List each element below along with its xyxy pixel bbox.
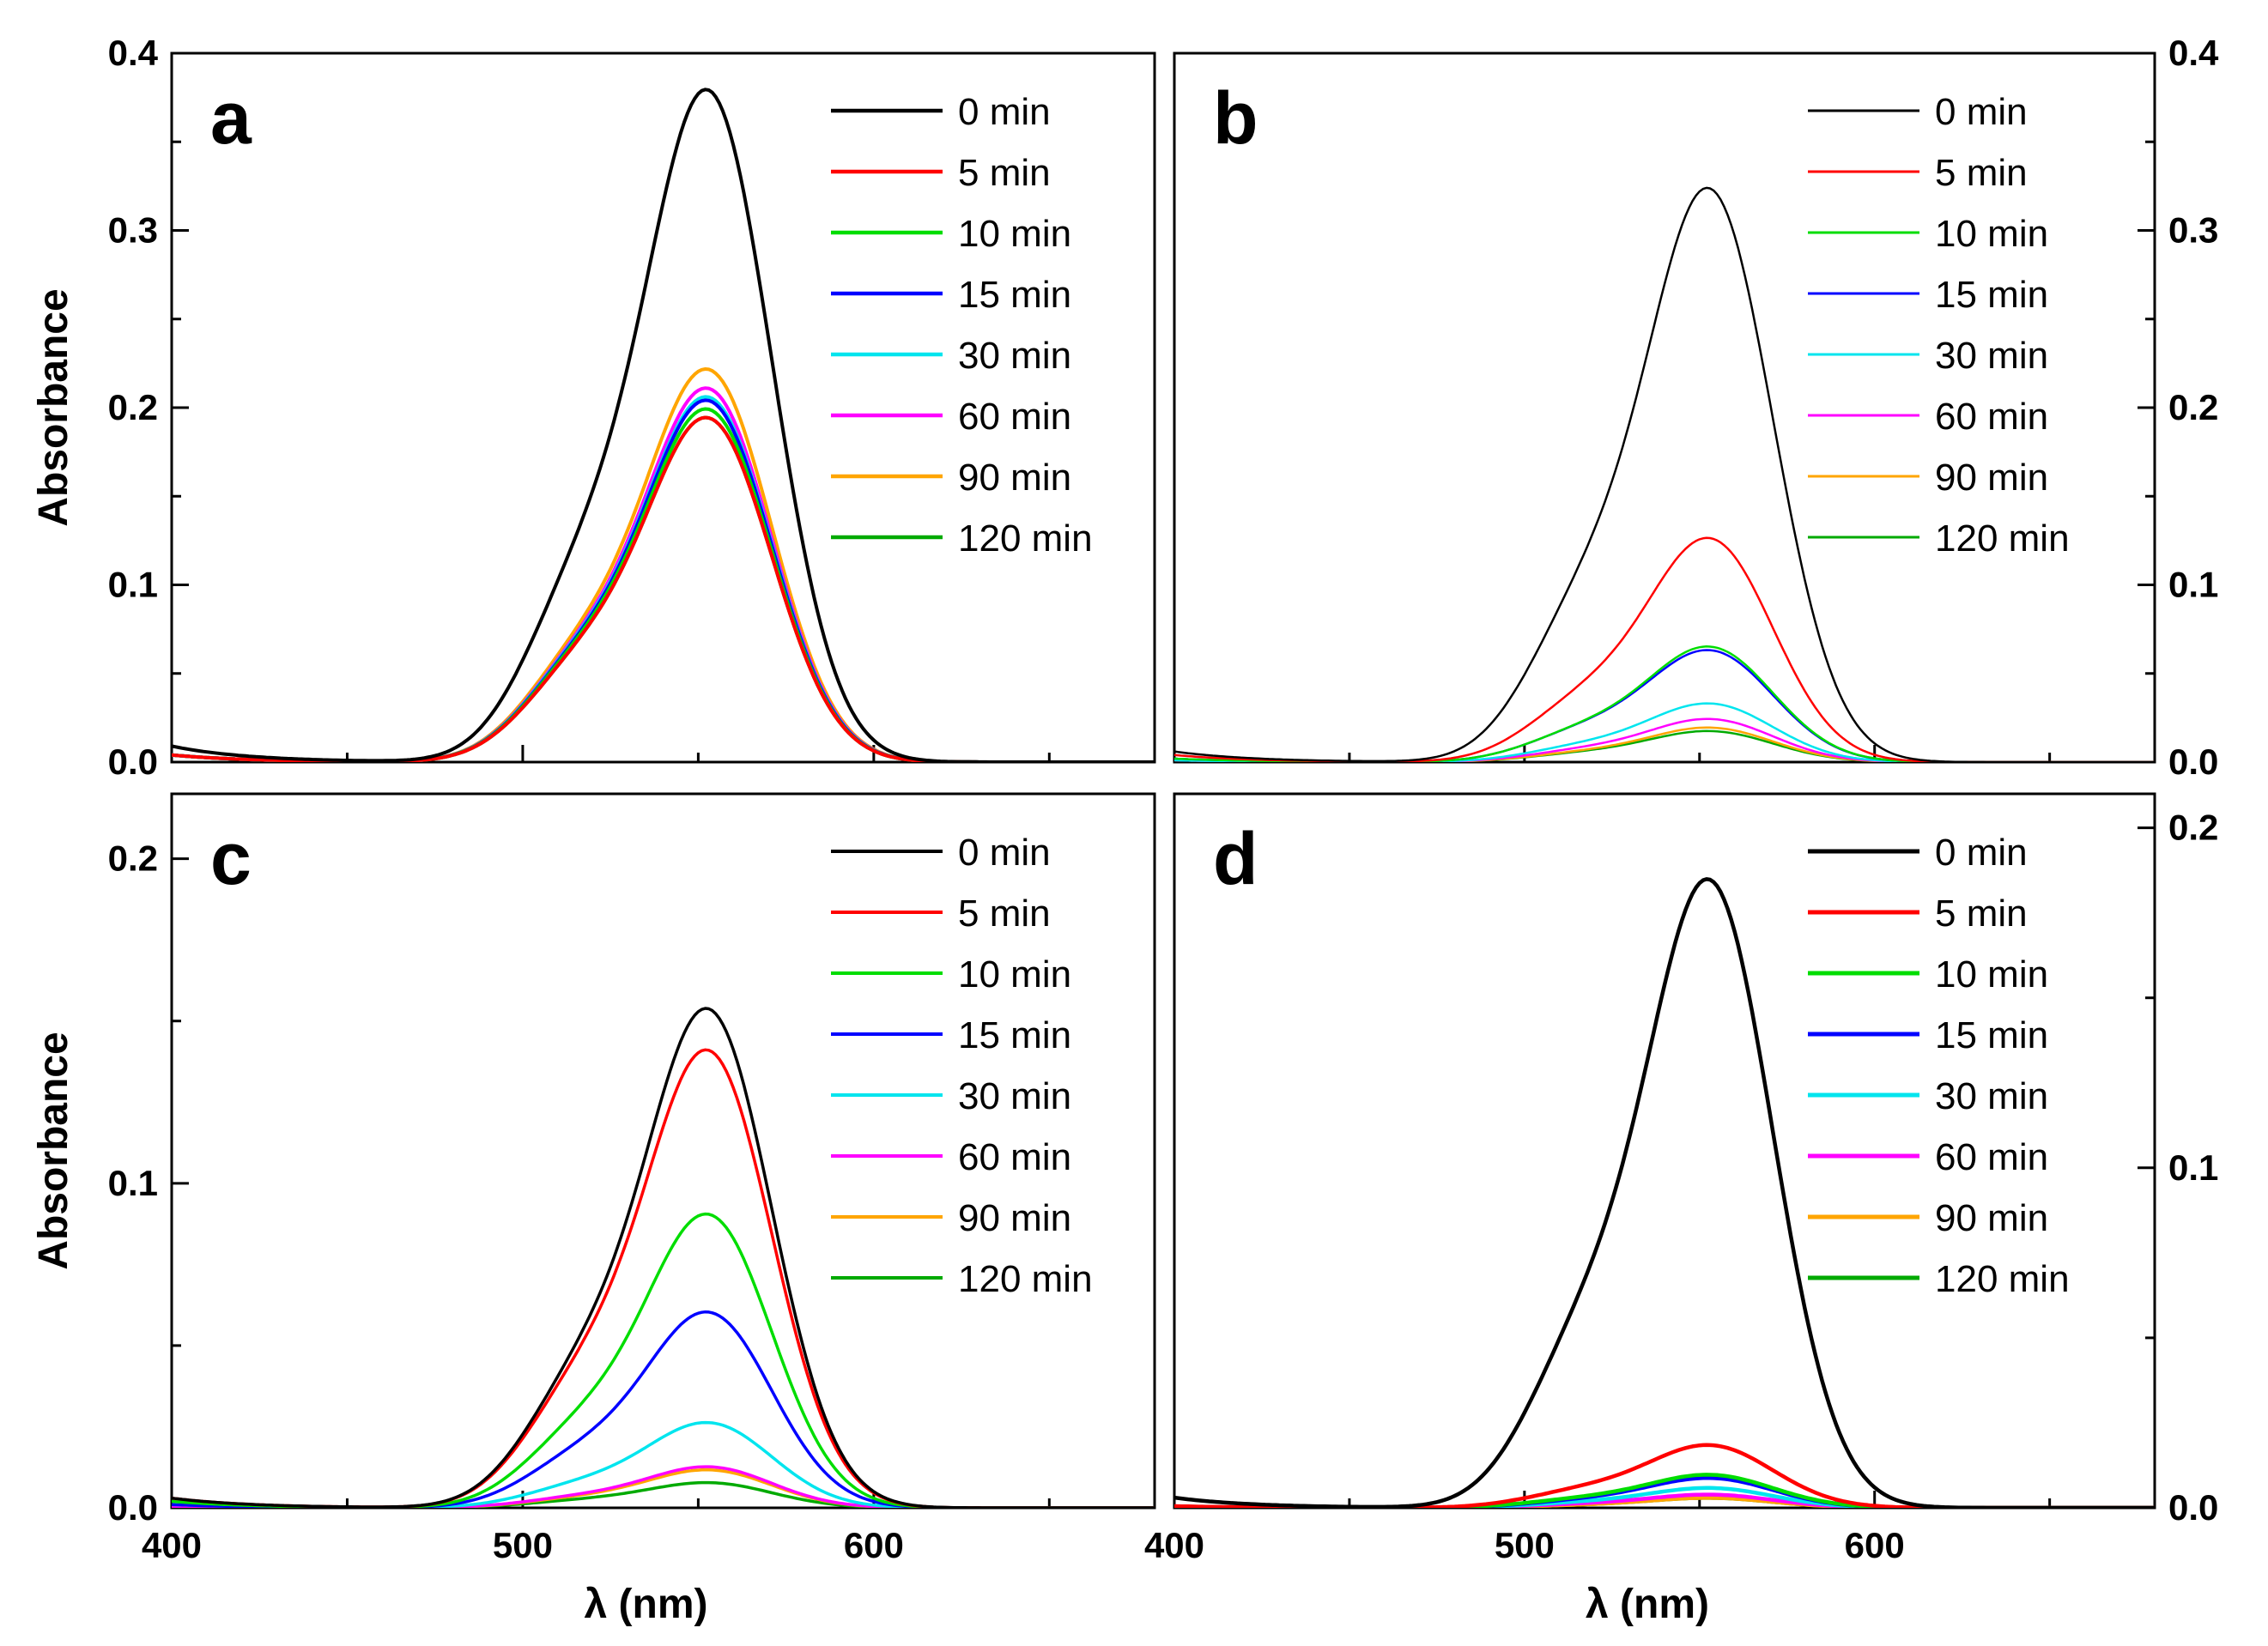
panel-letter: d xyxy=(1213,818,1258,900)
legend-label: 15 min xyxy=(1935,1014,2048,1056)
x-tick-label: 500 xyxy=(1495,1525,1555,1565)
y-axis-title: Absorbance xyxy=(31,1032,76,1269)
y-tick-label: 0.3 xyxy=(2168,210,2218,251)
y-tick-label: 0.0 xyxy=(108,741,158,782)
legend-label: 5 min xyxy=(958,152,1051,194)
panel-letter: c xyxy=(210,818,252,900)
x-tick-label: 400 xyxy=(142,1525,202,1565)
x-tick-label: 600 xyxy=(844,1525,904,1565)
panel-letter: b xyxy=(1213,77,1258,160)
plot-frame xyxy=(170,792,1156,1510)
legend-label: 90 min xyxy=(1935,1197,2048,1239)
x-tick-label: 600 xyxy=(1845,1525,1905,1565)
series-line-60-min xyxy=(1174,717,2155,762)
legend-label: 60 min xyxy=(958,396,1071,438)
series-line-0-min xyxy=(172,1007,1155,1508)
legend-label: 120 min xyxy=(1935,1258,2070,1300)
legend-label: 15 min xyxy=(1935,274,2048,316)
legend: 0 min 5 min 10 min 15 min 30 min 60 min 90 min… xyxy=(831,91,1093,560)
series-line-120-min xyxy=(1174,729,2155,762)
series-line-10-min xyxy=(1174,645,2155,762)
y-tick-label: 0.1 xyxy=(2168,1147,2218,1188)
legend-label: 30 min xyxy=(1935,1075,2048,1117)
panel-b: 0.0 0.1 0.2 0.3 0.4 b 0 min 5 min 10 min 15 min 30… xyxy=(1173,33,2219,782)
y-tick-label: 0.2 xyxy=(2168,808,2218,848)
y-tick-label: 0.0 xyxy=(2168,1487,2218,1528)
legend-label: 0 min xyxy=(1935,91,2028,133)
legend-label: 10 min xyxy=(1935,953,2048,995)
legend-label: 60 min xyxy=(1935,396,2048,438)
series-line-15-min xyxy=(172,1310,1155,1508)
x-tick-label: 400 xyxy=(1144,1525,1204,1565)
legend-label: 0 min xyxy=(958,832,1051,874)
series-line-0-min xyxy=(1174,877,2155,1508)
legend-label: 60 min xyxy=(1935,1136,2048,1178)
x-axis-title: λ (nm) xyxy=(585,1582,708,1627)
legend-label: 90 min xyxy=(1935,457,2048,499)
legend-label: 15 min xyxy=(958,1014,1071,1056)
series-layer xyxy=(172,88,1155,762)
series-line-5-min xyxy=(1174,536,2155,762)
series-line-90-min xyxy=(172,1468,1155,1508)
y-tick-label: 0.0 xyxy=(2168,741,2218,782)
legend: 0 min 5 min 10 min 15 min 30 min 60 min 90 min… xyxy=(831,832,1093,1300)
legend-label: 90 min xyxy=(958,457,1071,499)
y-tick-label: 0.3 xyxy=(108,210,158,251)
legend: 0 min 5 min 10 min 15 min 30 min 60 min 90 min… xyxy=(1808,91,2070,560)
legend-label: 90 min xyxy=(958,1197,1071,1239)
series-layer xyxy=(1174,877,2155,1508)
series-line-0-min xyxy=(1174,186,2155,762)
y-tick-label: 0.4 xyxy=(2168,33,2219,73)
y-tick-label: 0.1 xyxy=(2168,565,2218,605)
y-tick-label: 0.1 xyxy=(108,1163,158,1203)
legend-label: 15 min xyxy=(958,274,1071,316)
series-layer xyxy=(172,1007,1155,1508)
y-tick-label: 0.2 xyxy=(2168,387,2218,427)
legend-label: 60 min xyxy=(958,1136,1071,1178)
legend-label: 30 min xyxy=(958,335,1071,377)
legend-label: 5 min xyxy=(1935,152,2028,194)
legend-label: 10 min xyxy=(1935,213,2048,255)
series-line-120-min xyxy=(172,1480,1155,1508)
legend-label: 10 min xyxy=(958,213,1071,255)
series-layer xyxy=(1174,186,2155,762)
y-tick-label: 0.4 xyxy=(108,33,159,73)
legend: 0 min 5 min 10 min 15 min 30 min 60 min 90 min… xyxy=(1808,832,2070,1300)
panel-d: 0.0 0.1 0.2 400 500 600 λ (nm) d 0 min 5 min 10 mi… xyxy=(1144,792,2218,1627)
legend-label: 120 min xyxy=(958,517,1093,560)
legend-label: 5 min xyxy=(1935,893,2028,935)
y-tick-label: 0.2 xyxy=(108,838,158,879)
y-tick-label: 0.2 xyxy=(108,387,158,427)
y-axis-title: Absorbance xyxy=(31,288,76,526)
y-tick-label: 0.1 xyxy=(108,565,158,605)
panel-c: 0.0 0.1 0.2 400 500 600 Absorbance λ (nm) c 0 min… xyxy=(31,792,1156,1627)
x-axis-title: λ (nm) xyxy=(1586,1582,1709,1627)
series-line-90-min xyxy=(1174,726,2155,762)
legend-label: 5 min xyxy=(958,893,1051,935)
series-line-60-min xyxy=(172,386,1155,762)
panels-layer: 0.0 0.1 0.2 0.3 0.4 Absorbance a 0 min 5 min 10 m… xyxy=(31,33,2219,1627)
legend-label: 30 min xyxy=(958,1075,1071,1117)
y-tick-label: 0.0 xyxy=(108,1487,158,1528)
legend-label: 0 min xyxy=(1935,832,2028,874)
panel-a: 0.0 0.1 0.2 0.3 0.4 Absorbance a 0 min 5 min 10 m… xyxy=(31,33,1156,782)
x-tick-label: 500 xyxy=(493,1525,553,1565)
legend-label: 30 min xyxy=(1935,335,2048,377)
series-line-30-min xyxy=(172,1420,1155,1508)
plot-frame xyxy=(1173,792,2156,1510)
legend-label: 0 min xyxy=(958,91,1051,133)
panel-letter: a xyxy=(210,77,252,160)
legend-label: 10 min xyxy=(958,953,1071,995)
legend-label: 120 min xyxy=(958,1258,1093,1300)
series-line-0-min xyxy=(172,88,1155,762)
legend-label: 120 min xyxy=(1935,517,2070,560)
